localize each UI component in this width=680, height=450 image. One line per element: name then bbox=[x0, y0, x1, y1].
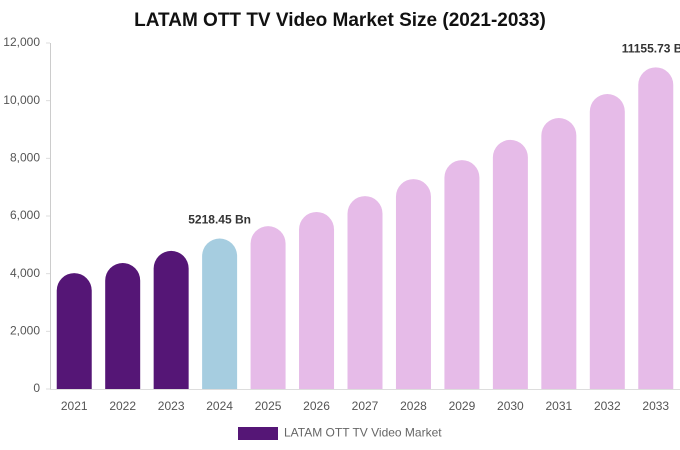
y-tick-label: 6,000 bbox=[10, 208, 40, 222]
x-tick-label: 2032 bbox=[594, 399, 621, 413]
legend-label: LATAM OTT TV Video Market bbox=[284, 426, 442, 440]
bar bbox=[202, 238, 238, 389]
y-tick-label: 0 bbox=[33, 381, 40, 395]
y-tick-label: 12,000 bbox=[3, 35, 40, 49]
bar bbox=[250, 226, 286, 389]
bar bbox=[638, 67, 674, 390]
bar bbox=[105, 262, 141, 389]
bar bbox=[153, 250, 189, 389]
x-tick-label: 2029 bbox=[449, 399, 476, 413]
x-tick-label: 2031 bbox=[545, 399, 572, 413]
y-tick-label: 10,000 bbox=[3, 93, 40, 107]
y-tick-label: 4,000 bbox=[10, 266, 40, 280]
x-tick-label: 2022 bbox=[109, 399, 136, 413]
x-tick-label: 2025 bbox=[255, 399, 282, 413]
bar bbox=[444, 160, 480, 389]
bar bbox=[299, 211, 335, 389]
bar bbox=[492, 139, 528, 389]
bar bbox=[56, 273, 92, 389]
bar bbox=[589, 94, 625, 389]
chart-title: LATAM OTT TV Video Market Size (2021-203… bbox=[134, 10, 546, 31]
data-label: 11155.73 Bn bbox=[622, 42, 680, 56]
x-tick-label: 2033 bbox=[642, 399, 669, 413]
y-tick-label: 8,000 bbox=[10, 151, 40, 165]
bar bbox=[395, 179, 431, 389]
x-tick-label: 2028 bbox=[400, 399, 427, 413]
x-tick-label: 2027 bbox=[352, 399, 379, 413]
y-tick-label: 2,000 bbox=[10, 324, 40, 338]
bar bbox=[541, 117, 577, 389]
x-tick-label: 2023 bbox=[158, 399, 185, 413]
legend-swatch bbox=[238, 427, 278, 440]
bar bbox=[347, 196, 383, 389]
x-tick-label: 2021 bbox=[61, 399, 88, 413]
x-tick-label: 2026 bbox=[303, 399, 330, 413]
data-label: 5218.45 Bn bbox=[188, 213, 251, 227]
x-tick-label: 2030 bbox=[497, 399, 524, 413]
x-tick-label: 2024 bbox=[206, 399, 233, 413]
